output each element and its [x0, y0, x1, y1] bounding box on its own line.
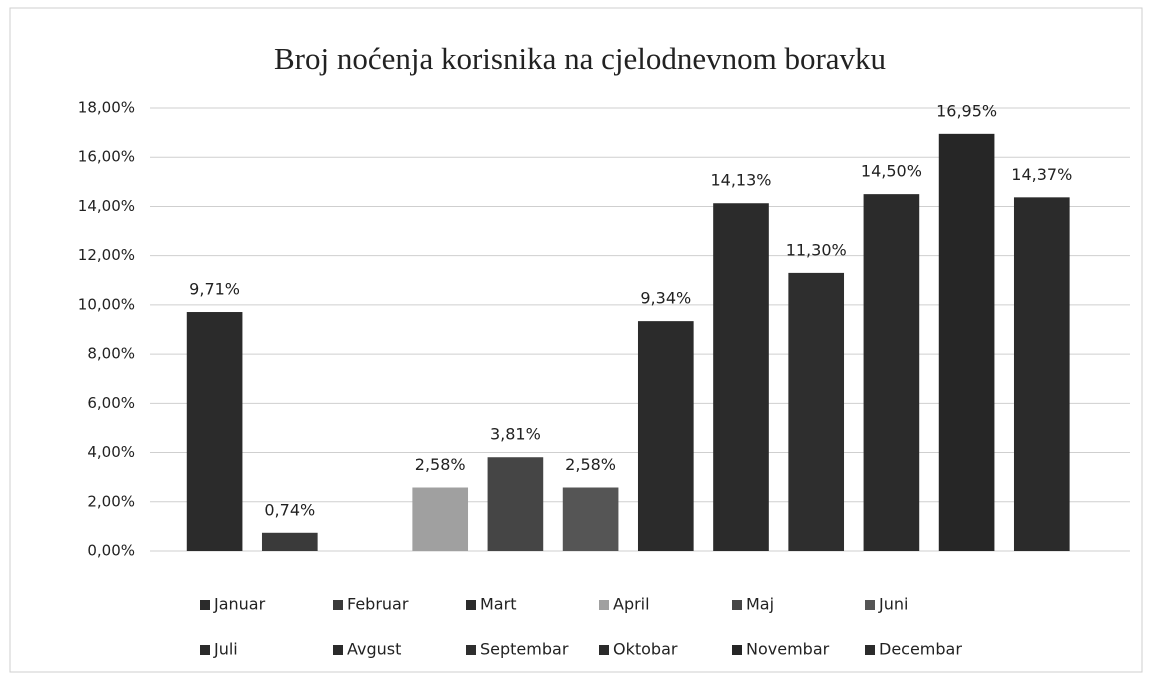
data-label: 9,71% [189, 280, 240, 299]
data-label: 9,34% [640, 289, 691, 308]
bar [713, 203, 769, 551]
legend-label: Mart [480, 595, 516, 614]
y-tick-label: 16,00% [78, 148, 135, 166]
y-tick-label: 10,00% [78, 295, 135, 313]
legend-swatch [333, 645, 343, 655]
y-tick-label: 18,00% [78, 99, 135, 117]
data-label: 3,81% [490, 425, 541, 444]
legend-label: Juni [878, 595, 908, 614]
legend-label: Decembar [879, 640, 962, 659]
y-tick-label: 2,00% [87, 492, 135, 510]
legend-swatch [732, 645, 742, 655]
legend-swatch [599, 645, 609, 655]
legend-swatch [732, 600, 742, 610]
y-tick-label: 0,00% [87, 542, 135, 560]
bar [261, 532, 318, 551]
legend-label: Maj [746, 595, 774, 614]
bar [938, 133, 995, 551]
chart-title: Broj noćenja korisnika na cjelodnevnom b… [274, 41, 886, 76]
bar [637, 321, 694, 551]
data-label: 14,13% [710, 171, 771, 190]
legend-label: April [613, 595, 650, 614]
legend-swatch [466, 600, 476, 610]
y-tick-label: 14,00% [78, 197, 135, 215]
legend-swatch [865, 600, 875, 610]
bar [186, 312, 243, 551]
legend-label: Februar [347, 595, 409, 614]
legend-label: Avgust [347, 640, 401, 659]
bar [1013, 197, 1070, 552]
legend-swatch [200, 600, 210, 610]
data-label: 14,50% [861, 162, 922, 181]
data-label: 2,58% [565, 455, 616, 474]
legend-label: Januar [213, 595, 266, 614]
bar [412, 487, 469, 551]
y-tick-label: 6,00% [87, 394, 135, 412]
legend-swatch [599, 600, 609, 610]
legend-swatch [333, 600, 343, 610]
bar [562, 487, 619, 551]
y-tick-label: 8,00% [87, 345, 135, 363]
y-tick-label: 4,00% [87, 443, 135, 461]
legend-label: Septembar [480, 640, 569, 659]
legend-label: Novembar [746, 640, 830, 659]
data-label: 16,95% [936, 101, 997, 120]
legend-swatch [466, 645, 476, 655]
data-label: 14,37% [1011, 165, 1072, 184]
legend-label: Oktobar [613, 640, 678, 659]
legend-swatch [200, 645, 210, 655]
y-tick-label: 12,00% [78, 246, 135, 264]
bar [863, 194, 920, 551]
legend-label: Juli [213, 640, 238, 659]
bar [487, 457, 544, 551]
bar [788, 272, 845, 551]
data-label: 2,58% [415, 455, 466, 474]
legend-swatch [865, 645, 875, 655]
data-label: 11,30% [786, 240, 847, 259]
data-label: 0,74% [264, 500, 315, 519]
